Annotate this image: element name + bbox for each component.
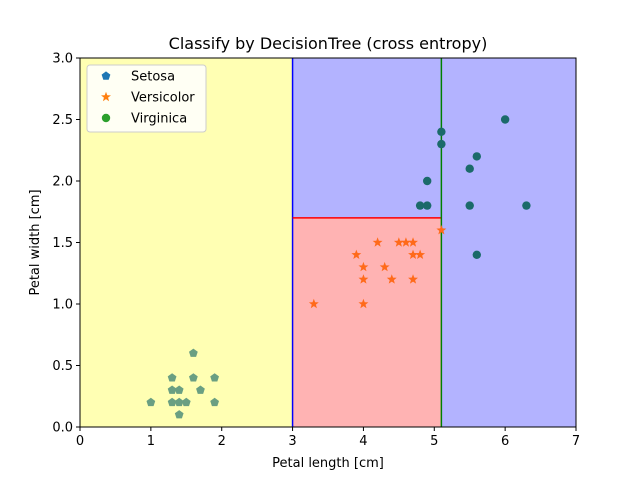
y-tick-label-5: 2.5 bbox=[52, 113, 73, 128]
legend-label-virginica: Virginica bbox=[131, 112, 187, 127]
point-virginica-0 bbox=[415, 201, 425, 210]
point-versicolor-3 bbox=[358, 274, 369, 284]
y-tick-label-6: 3.0 bbox=[52, 52, 73, 67]
point-setosa-2 bbox=[167, 385, 177, 394]
point-versicolor-11 bbox=[408, 249, 418, 260]
x-tick-label-0: 0 bbox=[76, 434, 84, 449]
point-virginica-4 bbox=[437, 139, 446, 149]
point-setosa-3 bbox=[167, 373, 177, 382]
x-axis-label: Petal length [cm] bbox=[272, 456, 384, 471]
point-virginica-1 bbox=[423, 176, 432, 186]
y-axis-label: Petal width [cm] bbox=[28, 189, 43, 295]
data-points bbox=[146, 115, 531, 419]
legend-label-setosa: Setosa bbox=[131, 70, 175, 85]
y-tick-label-2: 1.0 bbox=[52, 298, 73, 313]
legend-marker-virginica bbox=[101, 113, 111, 123]
point-versicolor-1 bbox=[351, 249, 362, 260]
point-versicolor-7 bbox=[386, 274, 397, 284]
legend: Setosa Versicolor Virginica bbox=[86, 64, 207, 133]
x-tick-label-3: 3 bbox=[288, 434, 296, 449]
series-setosa bbox=[146, 348, 219, 419]
legend-marker-setosa bbox=[101, 71, 111, 80]
point-setosa-8 bbox=[189, 348, 198, 357]
legend-marker-versicolor bbox=[101, 91, 111, 102]
point-setosa-6 bbox=[174, 385, 184, 394]
y-tick-label-0: 0.0 bbox=[52, 421, 73, 436]
x-tick-label-7: 7 bbox=[572, 434, 580, 449]
point-versicolor-13 bbox=[415, 249, 426, 260]
point-setosa-11 bbox=[210, 373, 219, 382]
point-virginica-6 bbox=[465, 201, 474, 210]
y-tick-label-3: 1.5 bbox=[52, 236, 73, 251]
point-versicolor-6 bbox=[379, 261, 390, 272]
legend-label-versicolor: Versicolor bbox=[131, 91, 195, 106]
point-virginica-9 bbox=[500, 115, 510, 124]
point-setosa-9 bbox=[189, 373, 198, 382]
point-setosa-1 bbox=[167, 397, 177, 407]
region-versicolor-1 bbox=[292, 217, 442, 427]
point-versicolor-0 bbox=[308, 298, 319, 309]
point-virginica-8 bbox=[472, 250, 481, 259]
point-versicolor-12 bbox=[408, 274, 418, 284]
series-versicolor bbox=[308, 225, 447, 309]
point-setosa-4 bbox=[174, 410, 184, 419]
point-setosa-7 bbox=[181, 397, 191, 407]
y-tick-label-1: 0.5 bbox=[52, 359, 73, 374]
point-virginica-10 bbox=[522, 201, 531, 210]
legend-box bbox=[86, 64, 207, 133]
series-virginica bbox=[415, 115, 531, 259]
legend-item-versicolor: Versicolor bbox=[101, 91, 195, 106]
region-virginica-2 bbox=[292, 58, 442, 218]
point-virginica-7 bbox=[472, 152, 481, 161]
point-versicolor-2 bbox=[358, 261, 369, 272]
x-tick-label-5: 5 bbox=[430, 434, 438, 449]
point-setosa-5 bbox=[174, 397, 184, 407]
point-versicolor-8 bbox=[393, 237, 404, 247]
region-virginica-3 bbox=[441, 58, 576, 427]
y-tick-label-4: 2.0 bbox=[52, 175, 73, 190]
chart-title: Classify by DecisionTree (cross entropy) bbox=[169, 34, 488, 53]
x-tick-label-6: 6 bbox=[501, 434, 509, 449]
point-versicolor-10 bbox=[408, 237, 418, 247]
point-setosa-12 bbox=[210, 397, 219, 407]
point-virginica-3 bbox=[437, 127, 446, 136]
point-virginica-5 bbox=[465, 164, 474, 173]
x-tick-label-1: 1 bbox=[147, 434, 155, 449]
point-versicolor-9 bbox=[401, 237, 411, 247]
x-axis-ticks: 0 1 2 3 4 5 6 7 bbox=[76, 427, 580, 449]
point-versicolor-4 bbox=[358, 298, 369, 309]
y-axis-ticks: 0.0 0.5 1.0 1.5 2.0 2.5 3.0 bbox=[52, 52, 80, 436]
x-tick-label-2: 2 bbox=[218, 434, 226, 449]
legend-item-setosa: Setosa bbox=[101, 70, 175, 85]
decision-boundaries bbox=[291, 58, 443, 427]
point-versicolor-5 bbox=[372, 237, 383, 247]
point-versicolor-14 bbox=[436, 225, 447, 235]
point-virginica-2 bbox=[423, 201, 432, 210]
x-tick-label-4: 4 bbox=[359, 434, 367, 449]
point-setosa-0 bbox=[146, 397, 156, 407]
point-setosa-10 bbox=[196, 385, 205, 394]
legend-item-virginica: Virginica bbox=[101, 112, 187, 127]
